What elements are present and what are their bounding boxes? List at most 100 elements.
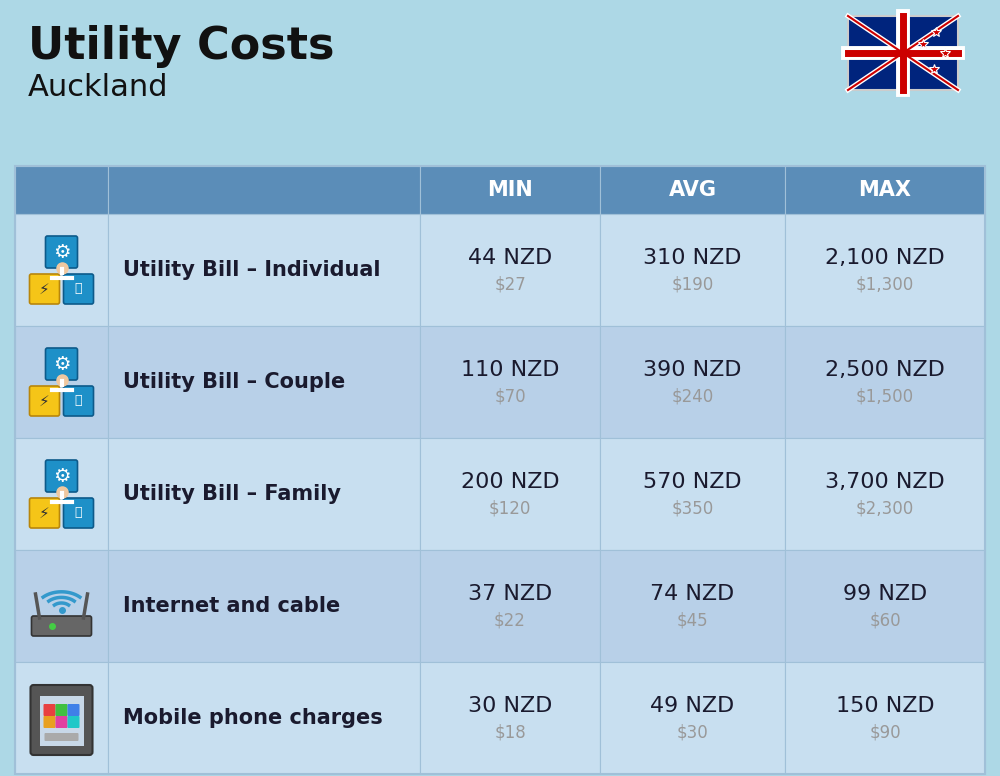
Text: $190: $190	[671, 275, 714, 293]
Bar	[420, 326, 600, 438]
Text: $120: $120	[489, 499, 531, 517]
Bar	[108, 550, 420, 662]
Text: Mobile phone charges: Mobile phone charges	[123, 708, 383, 728]
Bar	[785, 662, 985, 774]
FancyBboxPatch shape	[40, 696, 84, 746]
Text: 30 NZD: 30 NZD	[468, 696, 552, 716]
Text: $1,500: $1,500	[856, 387, 914, 405]
Text: AVG: AVG	[668, 180, 716, 200]
Text: $240: $240	[671, 387, 714, 405]
Text: $350: $350	[671, 499, 714, 517]
Text: ⚙: ⚙	[53, 355, 70, 373]
Bar	[108, 662, 420, 774]
Text: $18: $18	[494, 723, 526, 741]
Text: 390 NZD: 390 NZD	[643, 360, 742, 380]
Text: 150 NZD: 150 NZD	[836, 696, 934, 716]
FancyBboxPatch shape	[64, 498, 94, 528]
Bar	[600, 662, 785, 774]
FancyBboxPatch shape	[30, 498, 60, 528]
Text: 74 NZD: 74 NZD	[650, 584, 735, 604]
FancyBboxPatch shape	[56, 716, 68, 728]
Text: Utility Costs: Utility Costs	[28, 25, 334, 68]
Text: 570 NZD: 570 NZD	[643, 472, 742, 492]
Text: ⚡: ⚡	[39, 282, 50, 296]
Bar	[15, 214, 108, 326]
Text: MIN: MIN	[487, 180, 533, 200]
Text: 3,700 NZD: 3,700 NZD	[825, 472, 945, 492]
Bar	[15, 166, 108, 214]
FancyBboxPatch shape	[46, 348, 78, 380]
FancyBboxPatch shape	[46, 236, 78, 268]
FancyBboxPatch shape	[68, 716, 80, 728]
FancyBboxPatch shape	[56, 704, 68, 716]
Bar	[785, 438, 985, 550]
Text: 200 NZD: 200 NZD	[461, 472, 559, 492]
Text: 310 NZD: 310 NZD	[643, 248, 742, 268]
Text: 🚰: 🚰	[75, 507, 82, 519]
Text: 2,500 NZD: 2,500 NZD	[825, 360, 945, 380]
FancyBboxPatch shape	[30, 274, 60, 304]
Text: 44 NZD: 44 NZD	[468, 248, 552, 268]
Text: ⚡: ⚡	[39, 393, 50, 408]
FancyBboxPatch shape	[32, 616, 92, 636]
Bar	[108, 438, 420, 550]
Text: ⚡: ⚡	[39, 505, 50, 521]
FancyBboxPatch shape	[68, 704, 80, 716]
Bar	[848, 16, 958, 90]
Bar	[15, 438, 108, 550]
Bar	[785, 166, 985, 214]
Bar	[600, 550, 785, 662]
Bar	[420, 438, 600, 550]
Text: Internet and cable: Internet and cable	[123, 596, 340, 616]
Text: ⚙: ⚙	[53, 466, 70, 486]
Text: Utility Bill – Couple: Utility Bill – Couple	[123, 372, 345, 392]
Bar	[15, 662, 108, 774]
Text: 99 NZD: 99 NZD	[843, 584, 927, 604]
Bar	[785, 326, 985, 438]
Text: $1,300: $1,300	[856, 275, 914, 293]
FancyBboxPatch shape	[30, 386, 60, 416]
FancyBboxPatch shape	[64, 274, 94, 304]
Bar	[108, 166, 420, 214]
Bar	[108, 214, 420, 326]
FancyBboxPatch shape	[44, 733, 78, 741]
Text: $60: $60	[869, 611, 901, 629]
Text: 110 NZD: 110 NZD	[461, 360, 559, 380]
Text: Auckland: Auckland	[28, 74, 168, 102]
Text: $45: $45	[677, 611, 708, 629]
Bar	[420, 662, 600, 774]
Bar	[15, 166, 985, 774]
Bar	[600, 438, 785, 550]
Text: MAX: MAX	[858, 180, 912, 200]
Bar	[785, 214, 985, 326]
Bar	[600, 214, 785, 326]
Text: ⚙: ⚙	[53, 242, 70, 262]
FancyBboxPatch shape	[44, 704, 56, 716]
Text: 2,100 NZD: 2,100 NZD	[825, 248, 945, 268]
Text: Utility Bill – Family: Utility Bill – Family	[123, 484, 341, 504]
Text: $30: $30	[677, 723, 708, 741]
Text: $2,300: $2,300	[856, 499, 914, 517]
Text: $22: $22	[494, 611, 526, 629]
Bar	[15, 326, 108, 438]
FancyBboxPatch shape	[30, 685, 92, 755]
FancyBboxPatch shape	[64, 386, 94, 416]
Text: 49 NZD: 49 NZD	[650, 696, 735, 716]
FancyBboxPatch shape	[44, 716, 56, 728]
Bar	[785, 550, 985, 662]
Text: $90: $90	[869, 723, 901, 741]
Text: 🚰: 🚰	[75, 282, 82, 296]
Text: $27: $27	[494, 275, 526, 293]
Bar	[420, 214, 600, 326]
Text: 🚰: 🚰	[75, 394, 82, 407]
Bar	[600, 326, 785, 438]
Bar	[600, 166, 785, 214]
Bar	[420, 166, 600, 214]
Bar	[108, 326, 420, 438]
Text: 37 NZD: 37 NZD	[468, 584, 552, 604]
FancyBboxPatch shape	[46, 460, 78, 492]
Text: $70: $70	[494, 387, 526, 405]
Bar	[420, 550, 600, 662]
Text: Utility Bill – Individual: Utility Bill – Individual	[123, 260, 380, 280]
Bar	[15, 550, 108, 662]
